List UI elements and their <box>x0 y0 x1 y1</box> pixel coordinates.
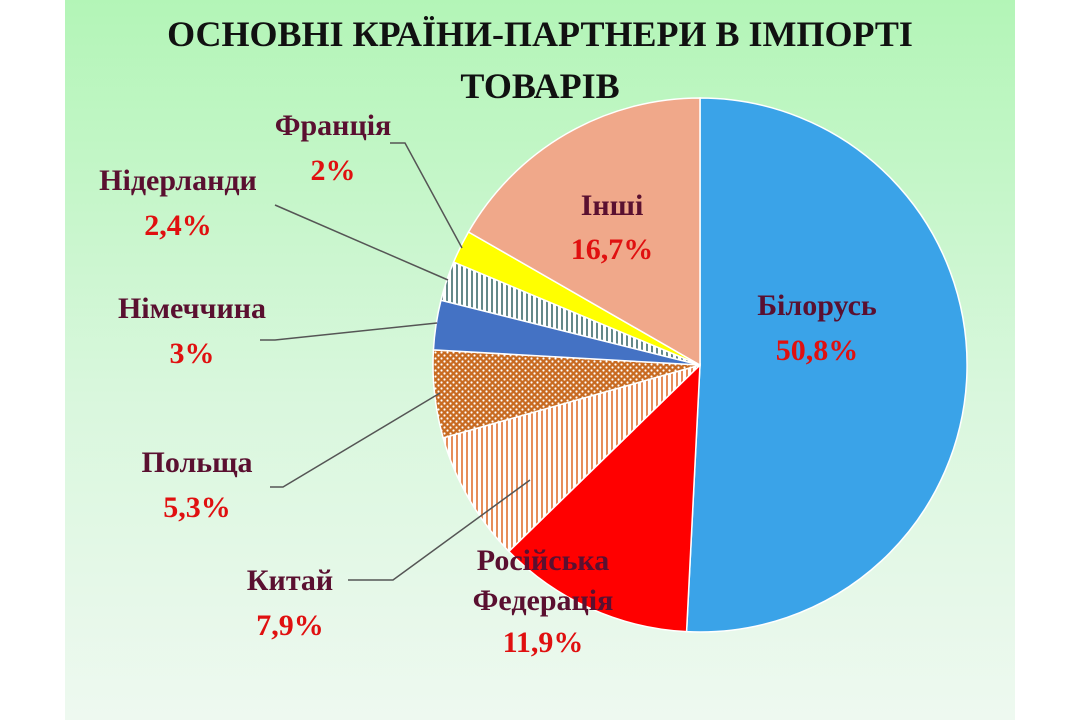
label-russia-name-line2: Федерація <box>473 584 614 617</box>
label-poland-name: Польща <box>142 446 253 479</box>
leader-line-france <box>390 142 463 249</box>
label-belarus-name: Білорусь <box>757 289 877 322</box>
pie-slice-belarus <box>685 97 968 633</box>
pie-slice-russia <box>507 363 701 633</box>
leader-line-germany <box>260 322 438 341</box>
label-russia-name-line1: Російська <box>477 544 610 577</box>
label-china-value: 7,9% <box>256 609 324 642</box>
leader-line-poland <box>270 392 441 488</box>
chart-title-line-1: ОСНОВНІ КРАЇНИ-ПАРТНЕРИ В ІМПОРТІ <box>167 14 913 54</box>
label-other-value: 16,7% <box>571 233 654 266</box>
label-other-name: Інші <box>581 189 644 222</box>
label-belarus-value: 50,8% <box>776 334 859 367</box>
leader-line-china <box>348 479 531 581</box>
label-germany-value: 3% <box>170 337 215 370</box>
slide-background: ОСНОВНІ КРАЇНИ-ПАРТНЕРИ В ІМПОРТІ ТОВАРІ… <box>65 0 1015 720</box>
pie-slices <box>432 97 968 633</box>
pie-slice-china <box>442 364 701 553</box>
chart-title-line-2: ТОВАРІВ <box>460 66 620 106</box>
leader-line-netherlands <box>274 204 449 281</box>
label-netherlands-value: 2,4% <box>144 209 212 242</box>
leader-lines <box>260 142 531 581</box>
pie-chart: Білорусь 50,8% Російська Федерація 11,9%… <box>99 97 968 659</box>
label-france-value: 2% <box>311 154 356 187</box>
pie-slice-other <box>467 97 701 367</box>
label-russia-value: 11,9% <box>503 626 584 659</box>
label-poland-value: 5,3% <box>163 491 231 524</box>
label-netherlands-name: Нідерланди <box>99 164 257 197</box>
label-china-name: Китай <box>247 564 333 597</box>
label-france-name: Франція <box>275 109 392 142</box>
chart-title: ОСНОВНІ КРАЇНИ-ПАРТНЕРИ В ІМПОРТІ ТОВАРІ… <box>65 8 1015 112</box>
slice-labels: Білорусь 50,8% Російська Федерація 11,9%… <box>99 109 877 659</box>
label-germany-name: Німеччина <box>118 292 266 325</box>
